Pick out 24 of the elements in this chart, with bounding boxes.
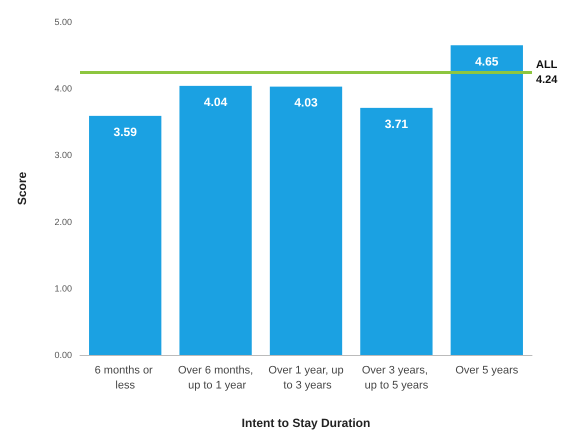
bar [450,45,523,355]
bar [89,116,162,355]
x-tick-label: Over 1 year, up to 3 years [268,364,344,392]
y-tick-label: 5.00 [54,17,72,27]
ref-line-label: ALL 4.24 [536,59,558,86]
x-axis-title: Intent to Stay Duration [242,416,370,430]
y-tick-label: 4.00 [54,84,72,94]
y-tick-label: 1.00 [54,283,72,294]
bar [179,86,252,355]
y-axis-title: Score [15,172,29,206]
data-label: 3.59 [114,124,138,139]
y-tick-label: 2.00 [54,216,72,227]
data-label: 4.04 [204,94,228,109]
data-label: 4.03 [294,96,318,110]
bar [270,86,342,355]
bar [360,108,433,355]
data-label: 4.65 [475,54,499,68]
x-tick-label: Over 6 months, up to 1 year [178,364,254,392]
data-label: 3.71 [384,116,408,131]
y-tick-label: 0.00 [54,350,72,360]
x-tick-label: Over 3 years, up to 5 years [362,364,431,392]
x-tick-label: 6 months or less [94,364,156,392]
x-tick-label: Over 5 years [455,364,519,376]
y-tick-label: 3.00 [54,150,72,160]
